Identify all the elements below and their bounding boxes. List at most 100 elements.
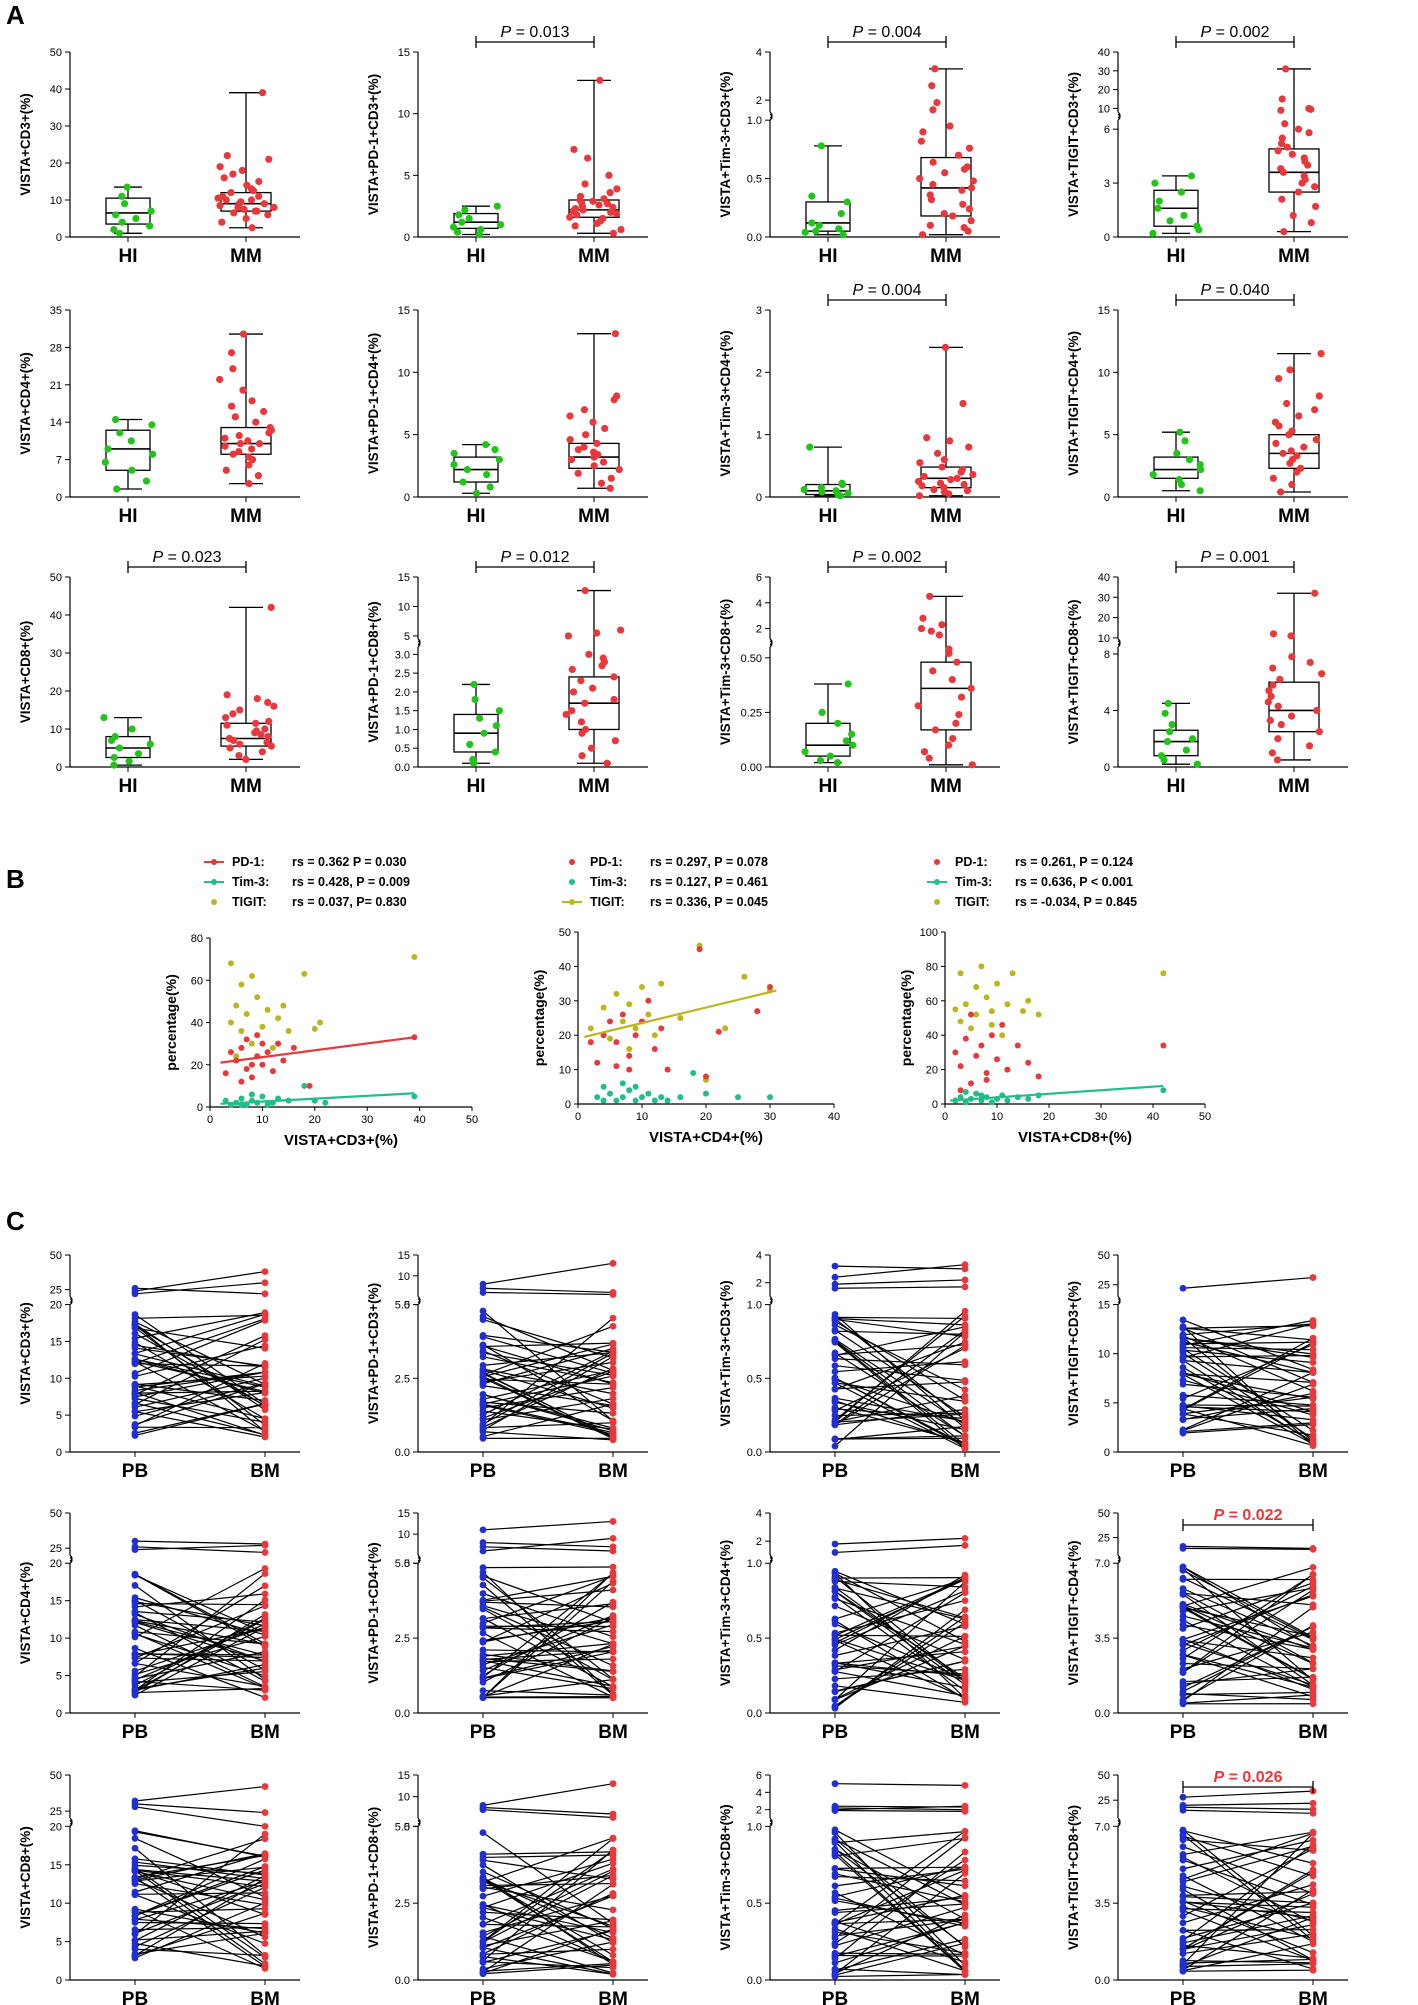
- point-pb: [1179, 1856, 1187, 1864]
- point-bm: [261, 1835, 269, 1843]
- point-pb: [131, 1421, 139, 1428]
- data-point: [252, 727, 261, 735]
- data-point: [223, 152, 231, 160]
- data-point: [1187, 172, 1196, 180]
- point-bm: [961, 1678, 969, 1686]
- y-tick-label: 5: [404, 1558, 410, 1570]
- y-tick-label: 80: [926, 961, 938, 973]
- pair-line: [834, 1830, 966, 1925]
- pair-line: [1182, 1327, 1314, 1341]
- point-pb: [1179, 1604, 1187, 1612]
- y-axis-label: VISTA+Tim-3+CD3+(%): [718, 1280, 733, 1426]
- y-tick-label: 10: [50, 1633, 62, 1645]
- point-pb: [831, 1615, 839, 1623]
- axis-break-mark: [417, 638, 421, 648]
- point-pd-1: [254, 1032, 261, 1039]
- y-axis-label: VISTA+TIGIT+CD3+(%): [1066, 72, 1081, 217]
- pair-line: [482, 1589, 614, 1602]
- x-category-mm: MM: [1278, 246, 1310, 267]
- point-bm: [1309, 1378, 1317, 1386]
- legend-name: Tim-3:: [232, 875, 269, 889]
- point-pb: [131, 1339, 139, 1346]
- pair-line: [134, 1930, 266, 1941]
- point-tigit: [962, 1001, 969, 1008]
- point-pb: [131, 1803, 139, 1811]
- y-tick-label: 10: [50, 1898, 62, 1910]
- point-tim-3: [411, 1093, 418, 1100]
- pair-line: [834, 1832, 966, 1967]
- data-point: [1283, 143, 1291, 151]
- point-pd-1: [651, 1045, 658, 1052]
- data-point: [564, 632, 573, 640]
- data-point: [1311, 183, 1319, 191]
- pair-line: [1182, 1834, 1314, 1941]
- data-point: [808, 219, 816, 227]
- x-tick-label: 50: [466, 1114, 478, 1126]
- point-tigit: [264, 1006, 271, 1013]
- point-bm: [609, 1855, 617, 1863]
- data-point: [270, 702, 278, 710]
- data-point: [806, 443, 814, 451]
- point-bm: [1309, 1431, 1317, 1439]
- data-point: [566, 436, 574, 444]
- data-point: [838, 479, 846, 487]
- point-tigit: [248, 1040, 255, 1047]
- point-pb: [831, 1959, 839, 1967]
- data-point: [817, 484, 826, 492]
- y-tick-label: 5.0: [395, 1300, 410, 1312]
- x-axis-label: VISTA+CD4+(%): [649, 1129, 763, 1146]
- point-pb: [1179, 1669, 1187, 1676]
- pair-line: [482, 1874, 614, 1890]
- data-point: [251, 207, 259, 215]
- point-pb: [131, 1349, 139, 1357]
- data-point: [1276, 675, 1284, 683]
- data-point: [969, 470, 977, 479]
- data-point: [919, 128, 927, 136]
- x-tick-label: 40: [413, 1114, 425, 1126]
- point-bm: [1309, 1881, 1317, 1889]
- point-bm: [961, 1648, 969, 1656]
- point-bm: [1309, 1369, 1317, 1376]
- point-bm: [1309, 1633, 1317, 1640]
- pair-line: [1182, 1594, 1314, 1646]
- data-point: [1283, 399, 1291, 408]
- data-point: [958, 186, 966, 194]
- pair-line: [834, 1645, 966, 1701]
- pair-line: [134, 1314, 266, 1405]
- point-pd-1: [238, 1078, 245, 1085]
- point-pb: [831, 1273, 839, 1281]
- pair-line: [482, 1837, 614, 1883]
- y-tick-label: 1.0: [395, 724, 410, 736]
- data-point: [965, 205, 974, 213]
- point-bm: [261, 1875, 269, 1882]
- data-point: [597, 479, 606, 487]
- pair-line: [834, 1838, 966, 1948]
- data-point: [118, 218, 126, 226]
- y-tick-label: 0.25: [741, 707, 762, 719]
- point-pb: [1179, 1415, 1187, 1423]
- point-pb: [831, 1412, 839, 1419]
- point-tim-3: [639, 1094, 645, 1101]
- data-point: [949, 212, 957, 220]
- data-point: [258, 89, 267, 97]
- data-point: [947, 475, 955, 484]
- point-bm: [261, 1374, 269, 1382]
- pair-line: [134, 1837, 266, 1898]
- pair-line: [1182, 1585, 1314, 1651]
- point-tigit: [317, 1019, 324, 1026]
- pair-line: [482, 1566, 614, 1569]
- data-point: [1282, 65, 1290, 73]
- pair-line: [134, 1325, 266, 1407]
- point-pb: [479, 1400, 487, 1408]
- pair-line: [834, 1906, 966, 1947]
- point-pb: [831, 1893, 839, 1901]
- y-tick-label: 28: [50, 342, 62, 354]
- pair-line: [482, 1878, 614, 1939]
- point-bm: [261, 1651, 269, 1659]
- data-point: [612, 209, 620, 218]
- pair-line: [1182, 1545, 1314, 1549]
- point-pb: [479, 1373, 487, 1380]
